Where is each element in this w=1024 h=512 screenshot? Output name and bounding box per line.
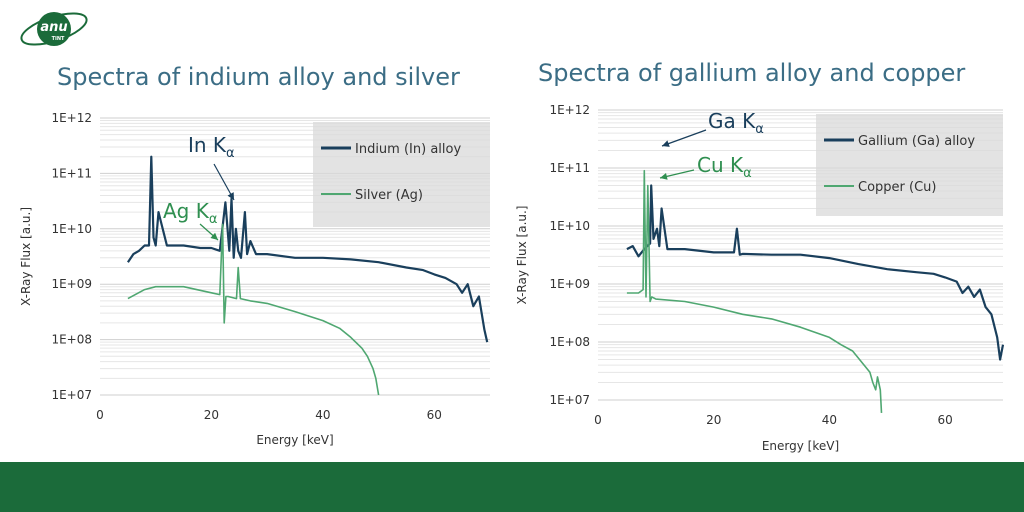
x-tick-label: 60 bbox=[427, 408, 442, 422]
y-axis-label: X-Ray Flux [a.u.] bbox=[19, 207, 33, 306]
x-axis-label: Energy [keV] bbox=[762, 439, 839, 453]
gallium-series-line-1 bbox=[626, 184, 1005, 361]
y-axis-label: X-Ray Flux [a.u.] bbox=[515, 205, 529, 304]
logo-text: anu bbox=[40, 20, 67, 35]
chart-title-indium: Spectra of indium alloy and silver bbox=[57, 63, 460, 91]
gallium-series-line-2 bbox=[626, 169, 883, 413]
footer-band bbox=[0, 462, 1024, 512]
x-axis-label: Energy [keV] bbox=[256, 433, 333, 447]
legend-label: Copper (Cu) bbox=[858, 180, 936, 195]
x-tick-label: 0 bbox=[594, 413, 602, 427]
x-tick-label: 20 bbox=[706, 413, 721, 427]
y-tick-label: 1E+09 bbox=[549, 277, 590, 291]
peak-annotation-subscript: α bbox=[209, 212, 218, 227]
annotation-arrow bbox=[661, 129, 707, 147]
peak-annotation-subscript: α bbox=[226, 146, 235, 161]
x-tick-label: 20 bbox=[204, 408, 219, 422]
y-tick-label: 1E+12 bbox=[51, 111, 92, 125]
y-tick-label: 1E+07 bbox=[549, 393, 590, 407]
peak-annotation-subscript: α bbox=[755, 122, 764, 137]
logo-globe-icon bbox=[37, 12, 71, 46]
peak-annotation: Cu Kα bbox=[697, 153, 752, 181]
legend-label: Indium (In) alloy bbox=[355, 142, 461, 157]
y-tick-label: 1E+10 bbox=[549, 219, 590, 233]
legend-box bbox=[313, 122, 490, 227]
y-tick-label: 1E+09 bbox=[51, 277, 92, 291]
x-tick-label: 60 bbox=[938, 413, 953, 427]
company-logo: anu TINT bbox=[20, 12, 88, 46]
y-tick-label: 1E+10 bbox=[51, 222, 92, 236]
y-tick-label: 1E+08 bbox=[549, 335, 590, 349]
legend-box bbox=[816, 114, 1003, 216]
y-tick-label: 1E+11 bbox=[51, 166, 92, 180]
annotation-arrowhead bbox=[210, 232, 218, 240]
y-tick-label: 1E+08 bbox=[51, 333, 92, 347]
annotation-arrowhead bbox=[660, 172, 668, 180]
legend-label: Silver (Ag) bbox=[355, 188, 423, 203]
y-tick-label: 1E+11 bbox=[549, 161, 590, 175]
peak-annotation: Ga Kα bbox=[708, 109, 764, 137]
peak-annotation-subscript: α bbox=[743, 166, 752, 181]
annotation-arrowhead bbox=[662, 140, 670, 147]
x-tick-label: 40 bbox=[315, 408, 330, 422]
peak-annotation-base: In K bbox=[188, 133, 227, 157]
x-tick-label: 0 bbox=[96, 408, 104, 422]
indium-series-line-2 bbox=[127, 223, 380, 396]
peak-annotation-base: Ga K bbox=[708, 109, 756, 133]
indium-series-line-1 bbox=[126, 155, 489, 343]
x-tick-label: 40 bbox=[822, 413, 837, 427]
legend-label: Gallium (Ga) alloy bbox=[858, 134, 975, 149]
peak-annotation: Ag Kα bbox=[163, 199, 217, 227]
annotation-arrowhead bbox=[227, 192, 234, 200]
logo-subtext: TINT bbox=[52, 36, 65, 42]
chart-title-gallium: Spectra of gallium alloy and copper bbox=[538, 59, 966, 87]
peak-annotation-base: Cu K bbox=[697, 153, 744, 177]
peak-annotation-base: Ag K bbox=[163, 199, 210, 223]
y-tick-label: 1E+07 bbox=[51, 388, 92, 402]
peak-annotation: In Kα bbox=[188, 133, 235, 161]
y-tick-label: 1E+12 bbox=[549, 103, 590, 117]
